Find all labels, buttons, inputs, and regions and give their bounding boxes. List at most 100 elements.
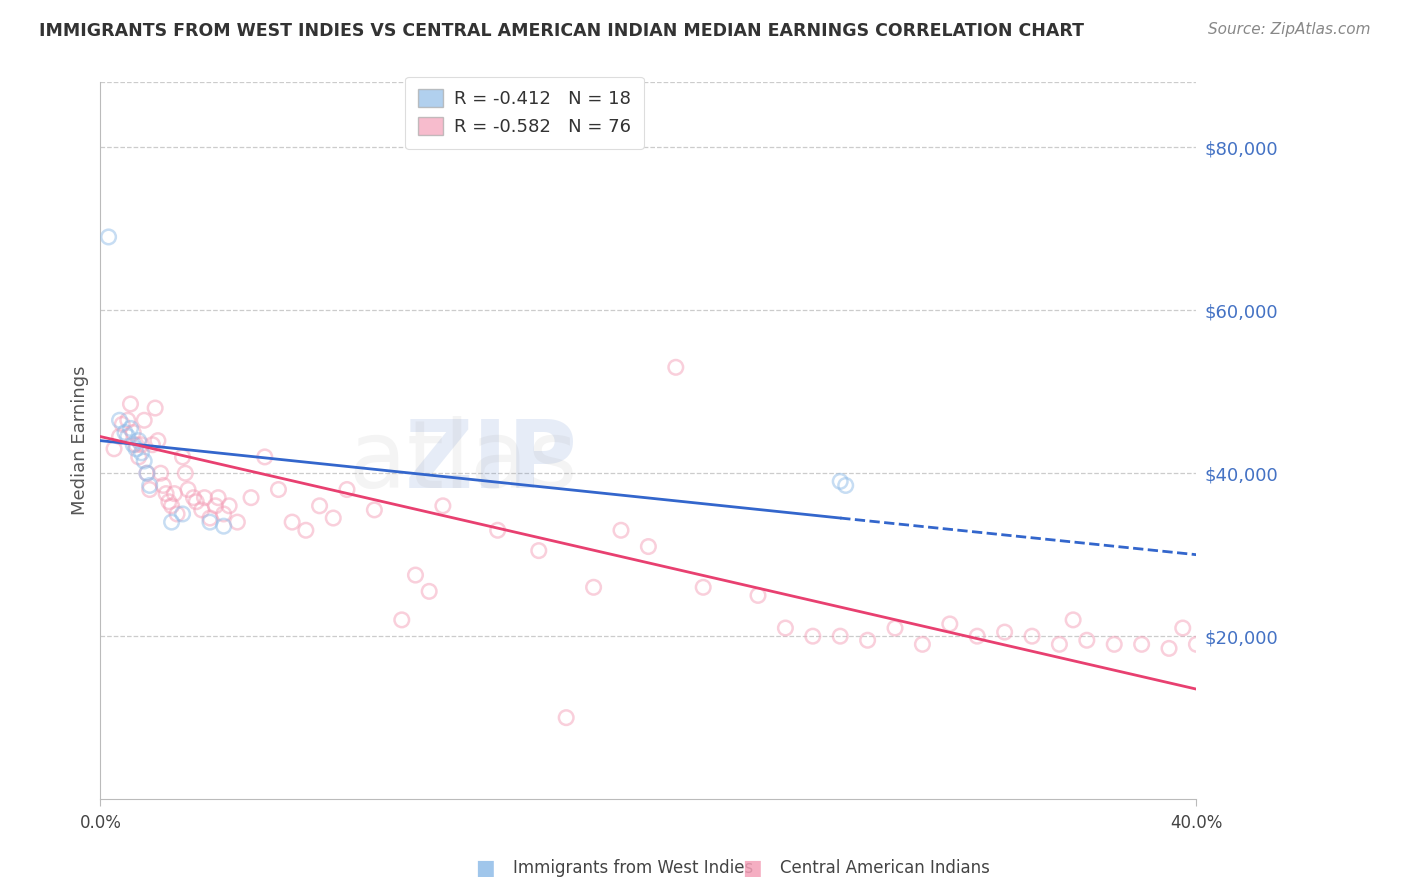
Point	[830, 629, 852, 643]
Point	[212, 507, 235, 521]
Point	[939, 616, 962, 631]
Point	[308, 499, 330, 513]
Point	[747, 589, 769, 603]
Point	[226, 515, 249, 529]
Point	[363, 503, 385, 517]
Point	[131, 446, 153, 460]
Point	[122, 425, 145, 440]
Point	[295, 523, 318, 537]
Point	[166, 507, 188, 521]
Point	[172, 450, 194, 464]
Y-axis label: Median Earnings: Median Earnings	[72, 366, 89, 516]
Point	[1062, 613, 1084, 627]
Point	[391, 613, 413, 627]
Point	[1130, 637, 1153, 651]
Point	[267, 483, 290, 497]
Point	[138, 478, 160, 492]
Point	[432, 499, 454, 513]
Point	[193, 491, 215, 505]
Point	[117, 413, 139, 427]
Point	[143, 401, 166, 415]
Point	[134, 413, 156, 427]
Point	[108, 413, 131, 427]
Point	[1185, 637, 1208, 651]
Point	[136, 467, 159, 481]
Point	[218, 499, 240, 513]
Point	[555, 711, 578, 725]
Point	[128, 434, 150, 448]
Point	[637, 540, 659, 554]
Point	[1199, 629, 1222, 643]
Point	[486, 523, 509, 537]
Point	[204, 499, 226, 513]
Text: ■: ■	[742, 858, 762, 878]
Point	[834, 478, 856, 492]
Point	[190, 503, 212, 517]
Point	[136, 467, 159, 481]
Point	[122, 438, 145, 452]
Point	[830, 475, 852, 489]
Point	[801, 629, 824, 643]
Legend: R = -0.412   N = 18, R = -0.582   N = 76: R = -0.412 N = 18, R = -0.582 N = 76	[405, 77, 644, 149]
Point	[111, 417, 134, 432]
Point	[141, 438, 163, 452]
Point	[281, 515, 304, 529]
Point	[1021, 629, 1043, 643]
Point	[582, 580, 605, 594]
Point	[336, 483, 359, 497]
Point	[1076, 633, 1098, 648]
Point	[856, 633, 879, 648]
Point	[527, 543, 550, 558]
Point	[120, 421, 142, 435]
Point	[253, 450, 276, 464]
Point	[183, 491, 205, 505]
Point	[160, 499, 183, 513]
Point	[418, 584, 440, 599]
Point	[177, 483, 200, 497]
Point	[322, 511, 344, 525]
Text: ■: ■	[475, 858, 495, 878]
Point	[163, 486, 186, 500]
Point	[994, 625, 1017, 640]
Point	[1171, 621, 1194, 635]
Text: ZIP: ZIP	[405, 417, 576, 508]
Text: Immigrants from West Indies: Immigrants from West Indies	[513, 859, 754, 877]
Point	[692, 580, 714, 594]
Point	[172, 507, 194, 521]
Text: Source: ZipAtlas.com: Source: ZipAtlas.com	[1208, 22, 1371, 37]
Text: atlas: atlas	[229, 417, 576, 508]
Point	[966, 629, 988, 643]
Point	[117, 429, 139, 443]
Point	[155, 486, 177, 500]
Point	[665, 360, 688, 375]
Point	[186, 494, 208, 508]
Point	[149, 467, 172, 481]
Point	[1157, 641, 1180, 656]
Point	[146, 434, 169, 448]
Text: IMMIGRANTS FROM WEST INDIES VS CENTRAL AMERICAN INDIAN MEDIAN EARNINGS CORRELATI: IMMIGRANTS FROM WEST INDIES VS CENTRAL A…	[39, 22, 1084, 40]
Point	[103, 442, 125, 456]
Point	[1049, 637, 1071, 651]
Point	[108, 429, 131, 443]
Point	[207, 491, 229, 505]
Point	[114, 425, 136, 440]
Point	[610, 523, 633, 537]
Point	[911, 637, 934, 651]
Point	[131, 438, 153, 452]
Point	[775, 621, 797, 635]
Point	[97, 230, 120, 244]
Point	[160, 515, 183, 529]
Point	[198, 515, 221, 529]
Point	[125, 442, 148, 456]
Point	[174, 467, 197, 481]
Point	[125, 438, 148, 452]
Text: Central American Indians: Central American Indians	[780, 859, 990, 877]
Point	[138, 483, 160, 497]
Point	[212, 519, 235, 533]
Point	[198, 511, 221, 525]
Point	[128, 450, 150, 464]
Point	[120, 397, 142, 411]
Point	[152, 478, 174, 492]
Point	[1102, 637, 1125, 651]
Point	[405, 568, 427, 582]
